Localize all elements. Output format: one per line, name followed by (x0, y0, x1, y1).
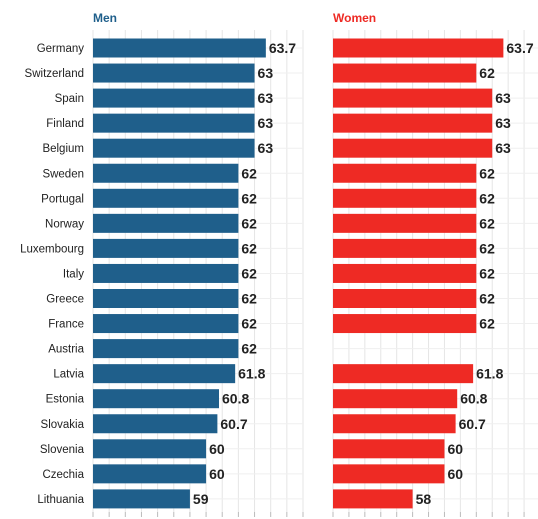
data-label: 60.8 (460, 391, 487, 407)
data-label: 60.7 (459, 416, 486, 432)
panel-title-women: Women (333, 11, 376, 25)
bar-men-switzerland (93, 63, 255, 83)
bar-women-estonia (333, 389, 458, 409)
data-label: 62 (479, 165, 495, 181)
bar-men-greece (93, 289, 239, 308)
y-tick-label: Spain (55, 93, 84, 105)
data-label: 62 (241, 265, 257, 281)
bar-men-finland (93, 113, 255, 133)
y-tick-label: Slovenia (40, 444, 85, 456)
y-tick-label: Italy (63, 268, 84, 280)
data-label: 63 (495, 140, 511, 156)
data-label: 62 (241, 341, 257, 357)
data-label: 63 (258, 90, 274, 106)
bar-men-sweden (93, 163, 239, 183)
data-label: 62 (479, 265, 495, 281)
y-tick-label: Germany (37, 43, 85, 55)
y-tick-label: Austria (48, 344, 84, 356)
bar-women-belgium (333, 138, 493, 158)
y-tick-label: Slovakia (41, 419, 85, 431)
y-tick-label: Estonia (46, 394, 85, 406)
data-label: 63 (495, 90, 511, 106)
bar-men-france (93, 314, 239, 334)
bar-women-sweden (333, 163, 477, 183)
data-label: 63.7 (506, 40, 533, 56)
y-tick-label: Portugal (41, 193, 84, 205)
bar-men-germany (93, 38, 266, 58)
bar-men-norway (93, 213, 239, 233)
bar-men-belgium (93, 138, 255, 158)
bar-women-latvia (333, 364, 474, 384)
data-label: 63.7 (269, 40, 296, 56)
data-label: 62 (241, 291, 257, 307)
data-label: 60 (209, 441, 225, 457)
bar-men-czechia (93, 464, 207, 484)
panel-title-men: Men (93, 11, 117, 25)
data-label: 62 (241, 316, 257, 332)
data-label: 60 (447, 441, 463, 457)
data-label: 61.8 (238, 366, 265, 382)
y-tick-label: Latvia (53, 369, 84, 381)
data-label: 63 (258, 65, 274, 81)
bar-women-france (333, 314, 477, 334)
data-label: 60 (447, 466, 463, 482)
bar-men-luxembourg (93, 238, 239, 258)
y-tick-label: France (48, 319, 84, 331)
y-tick-label: Lithuania (37, 494, 84, 506)
bar-women-luxembourg (333, 238, 477, 258)
y-tick-label: Finland (46, 118, 84, 130)
data-label: 60 (209, 466, 225, 482)
data-label: 58 (416, 491, 432, 507)
data-label: 62 (241, 215, 257, 231)
data-label: 62 (479, 240, 495, 256)
data-label: 63 (258, 140, 274, 156)
bar-women-switzerland (333, 63, 477, 83)
bar-men-portugal (93, 188, 239, 208)
y-tick-label: Luxembourg (20, 243, 84, 255)
data-label: 62 (479, 316, 495, 332)
bar-women-slovenia (333, 439, 445, 459)
y-tick-label: Switzerland (25, 68, 84, 80)
bar-women-greece (333, 289, 477, 308)
bar-men-italy (93, 263, 239, 283)
data-label: 60.7 (220, 416, 247, 432)
data-label: 62 (241, 165, 257, 181)
data-label: 59 (193, 491, 209, 507)
y-tick-label: Sweden (42, 168, 84, 180)
data-label: 62 (479, 291, 495, 307)
bar-women-italy (333, 263, 477, 283)
bar-men-latvia (93, 364, 236, 384)
y-tick-label: Greece (46, 294, 84, 306)
bar-women-slovakia (333, 414, 456, 434)
bar-women-lithuania (333, 489, 413, 509)
bar-women-portugal (333, 188, 477, 208)
data-label: 63 (258, 115, 274, 131)
data-label: 61.8 (476, 366, 503, 382)
bar-women-spain (333, 88, 493, 108)
bar-men-lithuania (93, 489, 190, 509)
data-label: 60.8 (222, 391, 249, 407)
data-label: 63 (495, 115, 511, 131)
bar-women-czechia (333, 464, 445, 484)
y-tick-label: Czechia (42, 469, 84, 481)
data-label: 62 (479, 215, 495, 231)
bar-men-spain (93, 88, 255, 108)
bar-women-germany (333, 38, 504, 58)
bar-men-slovakia (93, 414, 218, 434)
bar-women-norway (333, 213, 477, 233)
bar-men-slovenia (93, 439, 207, 459)
bar-men-austria (93, 339, 239, 359)
y-tick-label: Norway (45, 218, 84, 230)
data-label: 62 (241, 190, 257, 206)
data-label: 62 (479, 190, 495, 206)
data-label: 62 (479, 65, 495, 81)
bar-men-estonia (93, 389, 219, 409)
bar-women-finland (333, 113, 493, 133)
data-label: 62 (241, 240, 257, 256)
y-tick-label: Belgium (42, 143, 84, 155)
